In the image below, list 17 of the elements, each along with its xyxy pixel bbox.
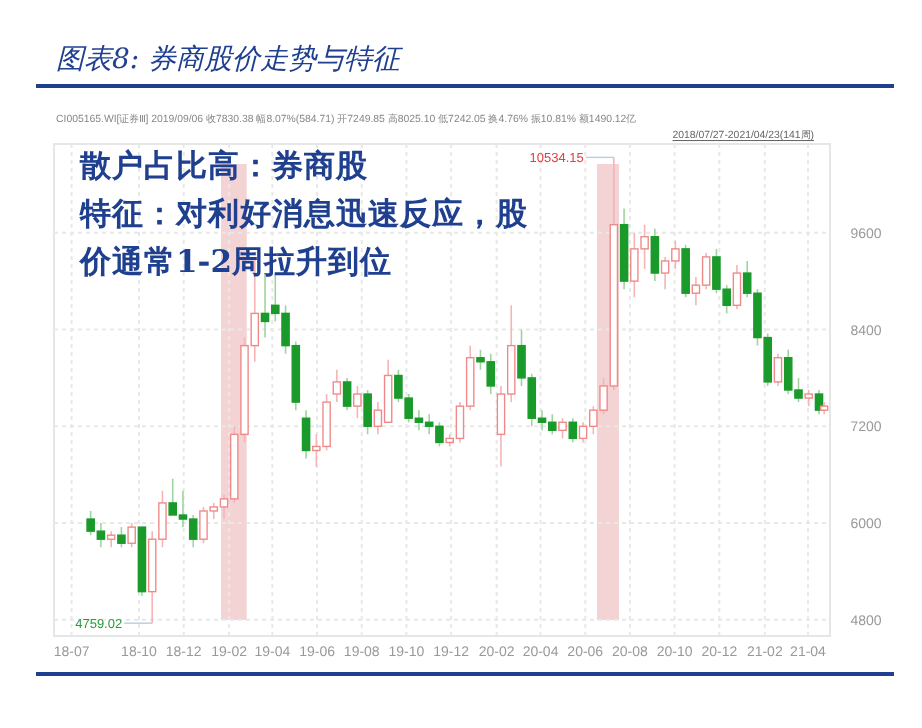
candlestick [363,389,372,436]
candlestick [732,264,742,311]
candlestick [117,526,126,549]
candlestick [342,377,352,411]
candlestick [353,385,362,420]
annotation: 特征：对利好消息迅速反应，股 [78,194,530,232]
annotation: 价通常1-2周拉升到位 [78,242,393,280]
candlestick [568,417,578,444]
candlestick [332,369,342,403]
chart-title: 图表8: 券商股价走势与特征 [56,44,405,76]
candlestick [773,352,783,387]
candlestick [650,227,660,282]
annotation: 散户占比高：券商股 [78,146,370,184]
candlestick [558,417,567,440]
candlestick [301,409,311,460]
candlestick [681,244,690,299]
candlestick [127,522,136,549]
